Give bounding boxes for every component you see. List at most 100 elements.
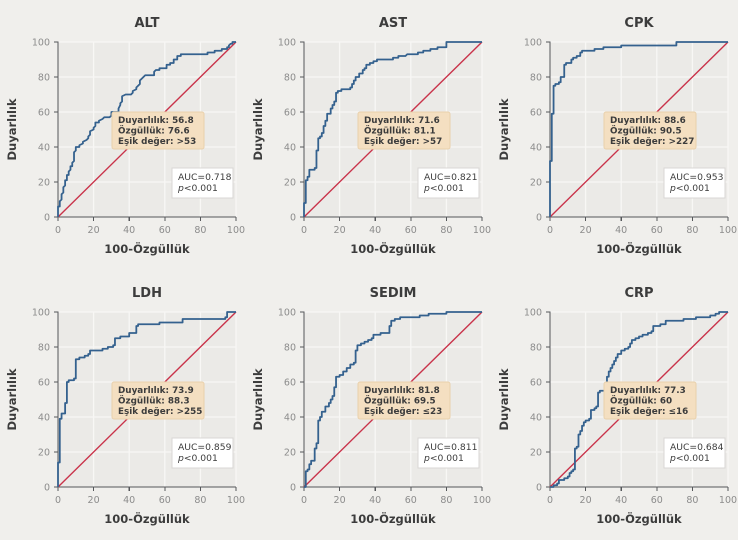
threshold-annotation-line: Eşik değer: >53 (118, 137, 196, 147)
threshold-annotation-box (357, 381, 451, 420)
y-tick-label: 100 (524, 308, 542, 319)
x-tick-label: 0 (301, 225, 307, 236)
y-tick-label: 20 (284, 178, 296, 189)
y-tick-label: 80 (530, 343, 542, 354)
chart-title: ALT (134, 16, 159, 31)
x-tick-label: 40 (369, 225, 381, 236)
y-tick-label: 100 (524, 38, 542, 49)
x-tick-label: 20 (334, 495, 346, 506)
p-value-label: p<0.001 (669, 453, 710, 464)
chart-title: AST (379, 16, 407, 31)
x-tick-label: 100 (719, 225, 737, 236)
roc-panel-sedim: 0 0 20 20 40 40 60 60 80 80 100 100 SEDIM 100-Özgüllü… (246, 270, 492, 540)
x-axis-title: 100-Özgüllük (596, 241, 682, 256)
p-value-label: p<0.001 (423, 453, 464, 464)
y-tick-label: 60 (284, 378, 296, 389)
threshold-annotation-line: Özgüllük: 90.5 (610, 126, 682, 137)
auc-value-label: AUC=0.953 (670, 172, 724, 183)
chart-title: LDH (132, 286, 162, 301)
y-tick-label: 0 (536, 213, 542, 224)
y-tick-label: 40 (284, 413, 296, 424)
x-tick-label: 100 (719, 495, 737, 506)
y-tick-label: 20 (530, 178, 542, 189)
x-axis-title: 100-Özgüllük (350, 241, 436, 256)
chart-title: SEDIM (370, 286, 417, 301)
x-tick-label: 0 (55, 495, 61, 506)
roc-chart-alt: 00 20 20 40 40 60 60 80 80 100 100 ALT 100-Özgüllük D… (5, 16, 245, 256)
threshold-annotation-line: Özgüllük: 76.6 (118, 126, 190, 137)
chart-title: CPK (624, 16, 654, 31)
y-tick-label: 0 (290, 213, 296, 224)
y-tick-label: 80 (38, 73, 50, 84)
y-axis-title: Duyarlılık (5, 98, 19, 160)
threshold-annotation-line: Eşik değer: ≤16 (610, 407, 688, 417)
roc-chart-sedim: 00 20 20 40 40 60 60 80 80 100 100 SEDIM 100-Özgüllü… (251, 286, 491, 526)
x-tick-label: 60 (159, 495, 171, 506)
x-tick-label: 0 (547, 495, 553, 506)
threshold-annotation-line: Eşik değer: ≤23 (364, 407, 442, 417)
roc-panel-cpk: 0 0 20 20 40 40 60 60 80 80 100 100 CPK 100-Özgüllük D… (492, 0, 738, 270)
y-tick-label: 20 (284, 448, 296, 459)
x-tick-label: 0 (301, 495, 307, 506)
y-tick-label: 80 (530, 73, 542, 84)
roc-curve-line (303, 41, 482, 217)
y-tick-label: 100 (278, 308, 296, 319)
p-value-label: p<0.001 (177, 183, 218, 194)
auc-value-label: AUC=0.811 (424, 442, 477, 453)
threshold-annotation-line: Özgüllük: 69.5 (364, 396, 436, 407)
x-tick-label: 80 (686, 225, 698, 236)
roc-chart-crp: 00 20 20 40 40 60 60 80 80 100 100 CRP 100-Özgüllük D… (497, 286, 737, 526)
threshold-annotation-box (357, 111, 451, 150)
threshold-annotation-line: Eşik değer: >57 (364, 137, 442, 147)
x-tick-label: 40 (369, 495, 381, 506)
x-axis-title: 100-Özgüllük (104, 511, 190, 526)
y-tick-label: 100 (278, 38, 296, 49)
y-tick-label: 80 (284, 343, 296, 354)
auc-box (417, 437, 480, 469)
auc-value-label: AUC=0.718 (178, 172, 232, 183)
x-tick-label: 80 (194, 225, 206, 236)
y-axis-title: Duyarlılık (5, 368, 19, 430)
auc-value-label: AUC=0.821 (424, 172, 477, 183)
threshold-annotation-box (603, 111, 697, 150)
roc-panel-ast: 0 0 20 20 40 40 60 60 80 80 100 100 AST 100-Özgüllük D… (246, 0, 492, 270)
auc-box (663, 437, 726, 469)
x-tick-label: 100 (227, 495, 245, 506)
threshold-annotation-line: Duyarlılık: 88.6 (610, 116, 686, 126)
threshold-annotation-box (111, 381, 205, 420)
x-tick-label: 80 (440, 495, 452, 506)
y-tick-label: 20 (530, 448, 542, 459)
auc-value-label: AUC=0.684 (670, 442, 724, 453)
x-tick-label: 20 (88, 495, 100, 506)
x-tick-label: 100 (227, 225, 245, 236)
p-value-label: p<0.001 (423, 183, 464, 194)
roc-curve-line (304, 311, 482, 488)
auc-box (171, 437, 234, 469)
y-axis-title: Duyarlılık (497, 368, 511, 430)
auc-box (171, 167, 234, 199)
y-tick-label: 60 (38, 378, 50, 389)
x-tick-label: 40 (123, 225, 135, 236)
auc-box (663, 167, 726, 199)
x-tick-label: 80 (686, 495, 698, 506)
chart-title: CRP (624, 286, 653, 301)
x-tick-label: 60 (405, 225, 417, 236)
y-tick-label: 40 (530, 143, 542, 154)
y-tick-label: 60 (38, 108, 50, 119)
y-tick-label: 0 (536, 483, 542, 494)
x-tick-label: 40 (615, 225, 627, 236)
roc-panel-ldh: 0 0 20 20 40 40 60 60 80 80 100 100 LDH 100-Özgüllük D… (0, 270, 246, 540)
x-tick-label: 80 (194, 495, 206, 506)
roc-panel-crp: 0 0 20 20 40 40 60 60 80 80 100 100 CRP 100-Özgüllük D… (492, 270, 738, 540)
roc-chart-ast: 00 20 20 40 40 60 60 80 80 100 100 AST 100-Özgüllük D… (251, 16, 491, 256)
threshold-annotation-line: Özgüllük: 60 (610, 396, 672, 407)
threshold-annotation-line: Özgüllük: 81.1 (364, 126, 436, 137)
y-tick-label: 20 (38, 178, 50, 189)
x-tick-label: 20 (88, 225, 100, 236)
y-tick-label: 80 (38, 343, 50, 354)
y-tick-label: 40 (530, 413, 542, 424)
y-tick-label: 100 (32, 38, 50, 49)
x-tick-label: 20 (580, 495, 592, 506)
roc-chart-ldh: 00 20 20 40 40 60 60 80 80 100 100 LDH 100-Özgüllük D… (5, 286, 245, 526)
